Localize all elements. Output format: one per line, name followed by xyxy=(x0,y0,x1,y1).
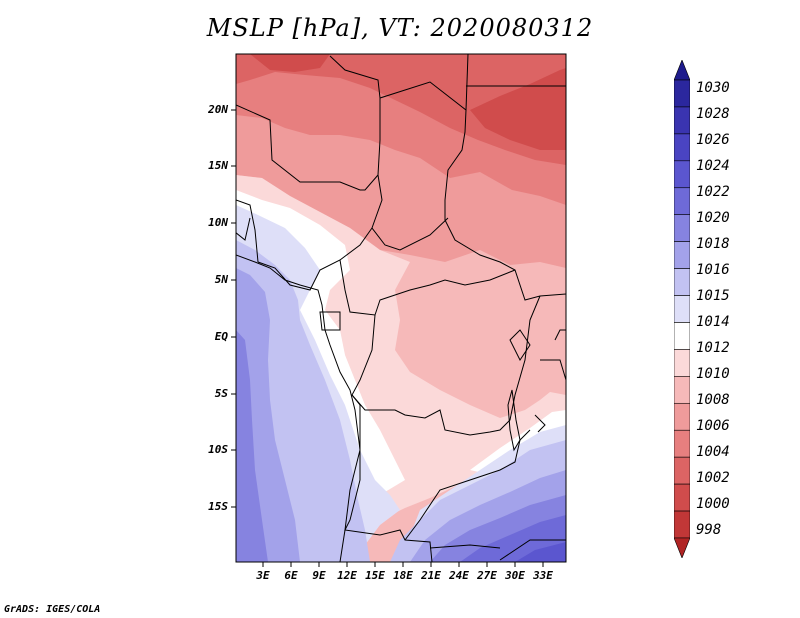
colorbar-bin xyxy=(674,537,690,558)
lat-ticks xyxy=(231,109,236,508)
colorbar xyxy=(674,60,690,558)
cbar-label-1015: 1015 xyxy=(696,288,730,304)
lat-label-10s: 10S xyxy=(208,443,228,456)
lon-label-33e: 33E xyxy=(533,569,553,582)
pressure-field xyxy=(236,54,566,562)
colorbar-bin xyxy=(674,510,690,539)
lat-label-eq: EQ xyxy=(214,330,228,343)
cbar-label-1020: 1020 xyxy=(696,210,730,226)
cbar-label-1030: 1030 xyxy=(696,80,730,96)
field-1002-west xyxy=(250,54,330,72)
lon-label-15e: 15E xyxy=(365,569,385,582)
lat-label-15s: 15S xyxy=(208,500,228,513)
field-1020 xyxy=(236,330,268,562)
cbar-label-1014: 1014 xyxy=(696,314,730,330)
lat-label-5n: 5N xyxy=(214,273,228,286)
colorbar-bin xyxy=(674,214,690,242)
cbar-label-1018: 1018 xyxy=(696,236,730,252)
lon-label-6e: 6E xyxy=(284,569,298,582)
field-1004 xyxy=(236,54,566,165)
cbar-label-1012: 1012 xyxy=(696,340,730,356)
cbar-label-1026: 1026 xyxy=(696,132,730,148)
cbar-label-1000: 1000 xyxy=(696,496,730,512)
lon-label-30e: 30E xyxy=(505,569,525,582)
borders xyxy=(236,54,566,562)
field-1024-south xyxy=(515,542,566,562)
lat-label-10n: 10N xyxy=(208,216,228,229)
map-title: MSLP [hPa], VT: 2020080312 xyxy=(206,14,594,42)
lon-label-3e: 3E xyxy=(256,569,270,582)
colorbar-bin xyxy=(674,295,690,323)
lat-label-15n: 15N xyxy=(208,159,228,172)
lon-ticks xyxy=(262,562,544,567)
colorbar-bin xyxy=(674,376,690,404)
lon-label-24e: 24E xyxy=(449,569,469,582)
lat-label-20n: 20N xyxy=(208,103,228,116)
colorbar-bin xyxy=(674,133,690,162)
colorbar-bin xyxy=(674,483,690,512)
colorbar-bin xyxy=(674,268,690,296)
colorbar-bin xyxy=(674,402,690,431)
cbar-label-998: 998 xyxy=(696,522,722,538)
colorbar-bin xyxy=(674,60,690,81)
cbar-label-1006: 1006 xyxy=(696,418,730,434)
colorbar-bin xyxy=(674,106,690,135)
colorbar-bin xyxy=(674,429,690,458)
cbar-label-1024: 1024 xyxy=(696,158,730,174)
cbar-label-1016: 1016 xyxy=(696,262,730,278)
colorbar-bin xyxy=(674,241,690,269)
colorbar-bin xyxy=(674,79,690,108)
cbar-label-1002: 1002 xyxy=(696,470,730,486)
lon-label-12e: 12E xyxy=(337,569,357,582)
colorbar-bin xyxy=(674,322,690,350)
field-1002-east xyxy=(470,68,566,150)
lon-label-27e: 27E xyxy=(477,569,497,582)
cbar-label-1004: 1004 xyxy=(696,444,730,460)
colorbar-bin xyxy=(674,187,690,216)
lat-label-5s: 5S xyxy=(214,387,228,400)
map-frame xyxy=(235,53,567,563)
colorbar-bin xyxy=(674,456,690,485)
lon-label-21e: 21E xyxy=(421,569,441,582)
cbar-label-1010: 1010 xyxy=(696,366,730,382)
lon-label-9e: 9E xyxy=(312,569,326,582)
lon-label-18e: 18E xyxy=(393,569,413,582)
colorbar-bin xyxy=(674,349,690,377)
cbar-label-1028: 1028 xyxy=(696,106,730,122)
colorbar-bin xyxy=(674,160,690,189)
cbar-label-1022: 1022 xyxy=(696,184,730,200)
grads-credit: GrADS: IGES/COLA xyxy=(4,604,101,615)
cbar-label-1008: 1008 xyxy=(696,392,730,408)
